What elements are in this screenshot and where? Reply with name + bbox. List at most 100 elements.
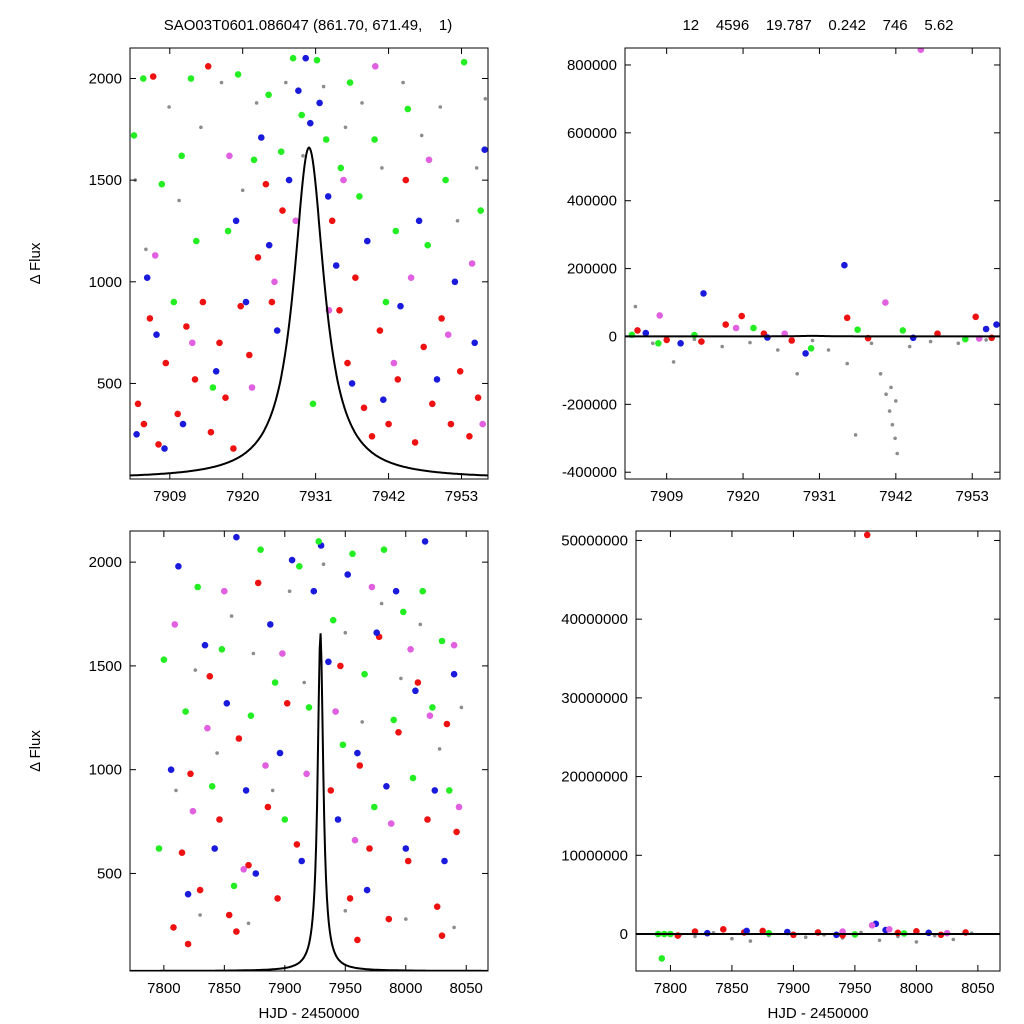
model-curve — [130, 633, 488, 971]
data-point-s3-4 — [240, 866, 247, 873]
data-point-s1-20 — [373, 629, 381, 636]
data-point-s0-15 — [951, 937, 956, 942]
panel-bottom-right: 7800 7850 7900 7950 8000 8050 0 10000000 2000000… — [561, 530, 1001, 1022]
data-point-s1-7 — [242, 787, 250, 794]
data-point-s3-12 — [444, 331, 452, 339]
data-point-s1-13 — [310, 587, 318, 595]
data-point-s3-9 — [390, 359, 398, 367]
data-point-s3-9 — [351, 836, 359, 844]
data-point-s4-5 — [219, 80, 224, 85]
data-point-s0-15 — [254, 254, 262, 261]
data-point-s0-21 — [395, 729, 402, 736]
data-point-s1-22 — [392, 587, 400, 595]
data-point-s0-17 — [356, 762, 364, 769]
data-point-s4-17 — [455, 219, 460, 223]
data-point-s1-21 — [415, 217, 423, 225]
plot-frame — [129, 530, 489, 972]
data-point-s2-5 — [841, 261, 848, 269]
data-point-s2-25 — [460, 58, 468, 66]
data-point-s0-23 — [414, 679, 422, 686]
data-point-s1-20 — [397, 302, 404, 310]
data-point-s4-9 — [343, 630, 348, 635]
data-point-s4-0 — [174, 788, 178, 793]
data-point-s0-9 — [254, 579, 262, 587]
data-points — [130, 54, 488, 452]
data-point-s4-7 — [254, 101, 259, 105]
data-point-s2-10 — [281, 816, 289, 823]
data-point-s2-1 — [677, 340, 684, 347]
data-point-s2-10 — [265, 91, 272, 99]
data-point-s0-25 — [376, 327, 384, 334]
y-tick-label: 10000000 — [561, 847, 628, 864]
x-tick-label: 7931 — [299, 488, 332, 505]
data-point-s1-9 — [267, 621, 274, 628]
data-point-s3-7 — [303, 770, 310, 778]
data-point-s2-9 — [250, 156, 258, 164]
data-point-s0-14 — [246, 351, 253, 359]
y-tick-label: 2000 — [89, 554, 122, 571]
y-tick-label: 1000 — [89, 274, 122, 291]
data-point-s3-12 — [407, 646, 414, 653]
data-point-s1-9 — [894, 929, 902, 937]
data-point-s4-10 — [321, 84, 326, 89]
data-point-s2-4 — [178, 152, 185, 160]
data-point-s2-24 — [442, 176, 449, 184]
data-point-s3-10 — [407, 274, 415, 282]
data-point-s0-14 — [884, 392, 888, 397]
data-point-s0-7 — [795, 372, 799, 376]
data-point-s0-13 — [293, 841, 301, 848]
data-point-s4-3 — [177, 198, 181, 203]
data-point-s0-22 — [404, 857, 412, 865]
data-point-s0-0 — [633, 304, 638, 309]
data-point-s2-0 — [642, 329, 650, 337]
data-point-s2-0 — [160, 656, 168, 663]
data-point-s0-24 — [368, 433, 376, 440]
data-point-s0-11 — [877, 938, 882, 943]
data-point-s3-3 — [750, 324, 757, 332]
data-point-s4-13 — [418, 622, 423, 627]
data-point-s0-6 — [183, 323, 190, 330]
data-point-s1-27 — [441, 857, 448, 865]
data-point-s0-25 — [433, 903, 441, 910]
data-point-s3-8 — [372, 63, 379, 70]
data-point-s3-3 — [248, 384, 256, 391]
y-tick-label: 200000 — [567, 261, 617, 278]
data-point-s0-8 — [245, 861, 252, 869]
data-point-s2-18 — [356, 193, 363, 200]
data-point-s4-8 — [321, 562, 326, 566]
data-point-s0-18 — [366, 845, 373, 852]
x-tick-label: 8000 — [389, 980, 422, 997]
data-point-s3-1 — [189, 339, 196, 347]
data-point-s1-8 — [863, 531, 871, 539]
data-point-s2-26 — [477, 207, 485, 214]
plot-frame — [635, 530, 1001, 972]
data-point-s0-4 — [162, 359, 170, 367]
data-point-s2-27 — [187, 75, 195, 82]
data-point-s1-11 — [288, 556, 296, 564]
x-tick-label: 7909 — [650, 488, 683, 505]
data-point-s1-4 — [759, 927, 766, 935]
data-point-s1-0 — [167, 766, 175, 773]
data-point-s3-6 — [899, 327, 907, 334]
x-axis-label: HJD - 2450000 — [768, 1005, 869, 1022]
data-point-s4-1 — [144, 247, 148, 252]
data-point-s0-3 — [196, 886, 204, 894]
data-point-s2-21 — [392, 227, 400, 235]
data-point-s0-5 — [174, 410, 181, 418]
data-point-s0-16 — [262, 180, 270, 188]
data-point-s4-11 — [379, 601, 384, 606]
data-point-s2-24 — [429, 704, 436, 711]
data-point-s0-20 — [385, 915, 393, 923]
data-point-s4-7 — [302, 680, 307, 685]
data-point-s0-13 — [914, 940, 919, 944]
data-point-s0-13 — [878, 372, 883, 376]
data-point-s0-11 — [274, 895, 281, 902]
plot-frame — [624, 47, 1001, 480]
data-point-s4-16 — [438, 105, 443, 109]
data-point-s0-5 — [216, 816, 223, 823]
y-axis-label: Δ Flux — [27, 242, 44, 284]
y-tick-label: -400000 — [562, 464, 617, 481]
data-point-s3-3 — [221, 587, 228, 595]
data-point-s1-17 — [348, 380, 356, 387]
data-point-s3-5 — [292, 217, 300, 225]
